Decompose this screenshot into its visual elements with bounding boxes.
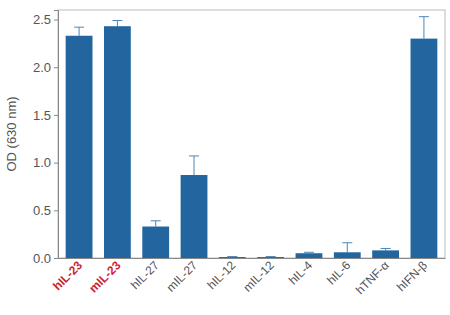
y-axis-title: OD (630 nm): [4, 96, 19, 171]
bar: [372, 250, 399, 258]
x-tick: mIL-12: [240, 258, 277, 295]
bar: [104, 26, 131, 258]
error-cap: [151, 220, 161, 221]
error-stem: [423, 17, 424, 39]
error-cap: [419, 16, 429, 17]
bar: [181, 175, 208, 258]
error-stem: [155, 221, 156, 227]
y-tick: 0.5: [33, 203, 58, 218]
error-bar: [74, 27, 84, 36]
error-bar: [381, 248, 391, 250]
y-tick-mark: [54, 20, 58, 21]
x-tick-label: hIL-23: [50, 258, 85, 293]
x-tick: hIFN-β: [394, 258, 430, 294]
bar: [257, 257, 284, 258]
error-cap: [381, 248, 391, 249]
x-tick: hIL-12: [204, 258, 238, 292]
error-cap: [227, 256, 237, 257]
y-tick: 0.0: [33, 251, 58, 266]
y-tick-mark: [54, 67, 58, 68]
x-tick-label: mIL-27: [164, 258, 201, 295]
y-tick-mark: [54, 258, 58, 259]
y-tick-label: 1.5: [33, 108, 51, 123]
y-tick-label: 0.0: [33, 251, 51, 266]
y-tick-label: 2.0: [33, 60, 51, 75]
y-tick-mark: [54, 115, 58, 116]
y-tick-mark: [54, 163, 58, 164]
x-tick-label: mIL-23: [86, 258, 123, 295]
x-tick: hIL-23: [50, 258, 85, 293]
error-cap: [189, 155, 199, 156]
x-axis-line: [59, 258, 446, 259]
error-cap: [74, 27, 84, 28]
error-stem: [347, 243, 348, 253]
x-tick-label: hIL-4: [286, 258, 315, 287]
error-bar: [419, 17, 429, 39]
error-bar: [151, 221, 161, 227]
x-tick-label: hIL-27: [128, 258, 162, 292]
bar: [142, 227, 169, 258]
y-tick: 1.5: [33, 108, 58, 123]
x-tick-label: mIL-12: [240, 258, 277, 295]
x-tick-label: hIL-12: [204, 258, 238, 292]
bar: [66, 36, 93, 258]
error-bar: [189, 156, 199, 175]
error-stem: [79, 27, 80, 36]
error-stem: [117, 20, 118, 26]
bar: [219, 257, 246, 258]
x-tick: hTNF-α: [353, 258, 392, 297]
error-bar: [112, 20, 122, 26]
bar: [296, 253, 323, 258]
x-tick: hIL-4: [286, 258, 315, 287]
error-cap: [266, 256, 276, 257]
error-cap: [304, 252, 314, 253]
x-tick: mIL-27: [164, 258, 201, 295]
y-tick: 2.5: [33, 12, 58, 27]
error-cap: [342, 242, 352, 243]
marks: [66, 17, 438, 258]
x-axis: hIL-23mIL-23hIL-27mIL-27hIL-12mIL-12 hIL-…: [50, 258, 445, 297]
x-tick-label: hTNF-α: [353, 258, 392, 297]
x-tick: hIL-6: [324, 258, 353, 287]
error-stem: [194, 156, 195, 175]
chart: 0.00.51.01.52.02.5hIL-23mIL-23hIL-27mIL-…: [0, 0, 450, 315]
x-tick: hIL-27: [128, 258, 162, 292]
bar: [334, 252, 361, 258]
x-tick: mIL-23: [86, 258, 123, 295]
x-tick-label: hIL-6: [324, 258, 353, 287]
y-tick-mark: [54, 210, 58, 211]
x-tick-label: hIFN-β: [394, 258, 430, 294]
y-tick-label: 2.5: [33, 12, 51, 27]
y-tick-label: 0.5: [33, 203, 51, 218]
y-axis-line: [54, 11, 59, 259]
error-bar: [342, 243, 352, 253]
y-tick: 2.0: [33, 60, 58, 75]
y-tick-label: 1.0: [33, 155, 51, 170]
y-axis: 0.0 0.5 1.0 1.5 2.0 2.5: [33, 11, 59, 266]
error-cap: [112, 20, 122, 21]
y-tick: 1.0: [33, 155, 58, 170]
plot-frame: [58, 10, 445, 258]
plot: 0.00.51.01.52.02.5hIL-23mIL-23hIL-27mIL-…: [33, 10, 446, 297]
bar: [411, 39, 438, 258]
